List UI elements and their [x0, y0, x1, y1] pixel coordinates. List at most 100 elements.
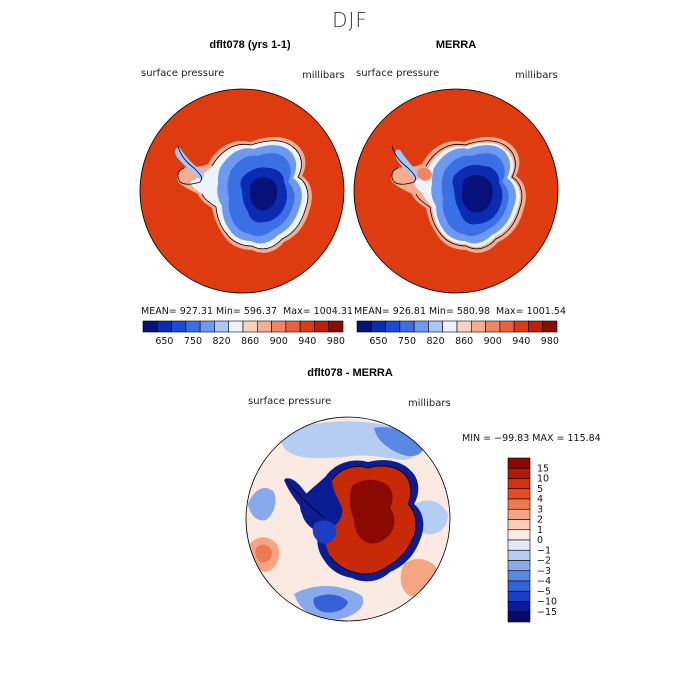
- colorbar-swatch: [542, 320, 558, 333]
- colorbar-swatch: [507, 590, 531, 602]
- antarctica-plateau-peak: [250, 177, 278, 211]
- antarctica-plateau-peak: [462, 175, 493, 213]
- colorbar-tick-label: −2: [537, 556, 551, 567]
- colorbar-swatch: [507, 488, 531, 500]
- colorbar-swatch: [171, 320, 187, 333]
- panel-3-minmax: MIN = −99.83 MAX = 115.84: [462, 433, 601, 444]
- colorbar-tick-label: −3: [537, 566, 551, 577]
- colorbar-tick-label: 4: [537, 494, 543, 505]
- colorbar-swatch: [507, 601, 531, 613]
- colorbar-swatch: [507, 611, 531, 623]
- panel-3-variable: surface pressure: [248, 396, 332, 407]
- colorbar-tick-label: 2: [537, 515, 543, 526]
- colorbar-tick-label: 860: [241, 336, 259, 346]
- negative-anomaly-ne: [374, 427, 424, 457]
- panel-1-mean: MEAN= 927.31: [141, 306, 214, 317]
- colorbar-swatch: [256, 320, 272, 333]
- colorbar-tick-label: 980: [327, 336, 345, 346]
- colorbar-swatch: [199, 320, 215, 333]
- map-border: [139, 88, 345, 294]
- colorbar-swatch: [528, 320, 544, 333]
- panel-2-min: Min= 580.98: [429, 306, 491, 317]
- panel-3-units: millibars: [408, 398, 451, 409]
- colorbar-swatch: [228, 320, 244, 333]
- negative-anomaly-south-core: [313, 594, 348, 613]
- colorbar-tick-label: 3: [537, 504, 543, 515]
- colorbar-tick-label: 650: [369, 336, 387, 346]
- colorbar-tick-label: 820: [213, 336, 231, 346]
- panel-1-max: Max= 1004.31: [283, 306, 353, 317]
- panel-2-units: millibars: [515, 70, 558, 81]
- colorbar-swatch: [370, 320, 386, 333]
- colorbar-swatch: [285, 320, 301, 333]
- colorbar-tick-label: −10: [537, 597, 557, 608]
- colorbar-tick-label: 5: [537, 484, 543, 495]
- colorbar-tick-label: 940: [512, 336, 530, 346]
- coastline: [391, 140, 523, 250]
- colorbar-swatch: [485, 320, 501, 333]
- colorbar-swatch: [507, 560, 531, 572]
- colorbar-swatch: [507, 467, 531, 479]
- colorbar-swatch: [507, 580, 531, 592]
- colorbar-swatch: [513, 320, 529, 333]
- panel-2-variable: surface pressure: [356, 68, 440, 79]
- colorbar-tick-label: 750: [184, 336, 202, 346]
- coastline: [285, 465, 417, 575]
- peninsula-warm-spot: [417, 167, 432, 181]
- colorbar-tick-label: 1: [537, 525, 543, 536]
- colorbar-tick-label: −1: [537, 545, 551, 556]
- antarctic-peninsula: [395, 149, 420, 180]
- colorbar-swatch: [314, 320, 330, 333]
- colorbar-swatch: [271, 320, 287, 333]
- ross-sea-anomaly: [312, 520, 337, 544]
- colorbar-swatch: [214, 320, 230, 333]
- colorbar-tick-label: −5: [537, 586, 551, 597]
- colorbar-tick-label: 0: [537, 535, 543, 546]
- colorbar-tick-label: 15: [537, 463, 549, 474]
- panel-1-variable: surface pressure: [141, 68, 225, 79]
- colorbar-tick-label: 980: [541, 336, 559, 346]
- season-title: DJF: [332, 8, 368, 32]
- colorbar-swatch: [456, 320, 472, 333]
- colorbar-tick-label: 10: [537, 474, 549, 485]
- positive-anomaly-sw-core: [255, 544, 272, 563]
- colorbar-tick-label: 900: [484, 336, 502, 346]
- colorbar-swatch: [507, 529, 531, 541]
- peninsula-negative: [284, 478, 327, 520]
- colorbar-swatch: [399, 320, 415, 333]
- colorbar-swatch: [185, 320, 201, 333]
- panel-2-colorbar: 6507508208609009409801020: [356, 320, 559, 346]
- colorbar-swatch: [507, 570, 531, 582]
- panel-1-colorbar: 6507508208609009409801020: [142, 320, 345, 346]
- panel-1-map: [139, 88, 345, 294]
- panel-1-title: dflt078 (yrs 1-1): [209, 39, 291, 51]
- negative-anomaly-west: [248, 488, 276, 521]
- colorbar-swatch: [356, 320, 372, 333]
- colorbar-swatch: [156, 320, 172, 333]
- map-border: [353, 88, 559, 294]
- colorbar-swatch: [385, 320, 401, 333]
- panel-3-title: dflt078 - MERRA: [307, 367, 393, 379]
- colorbar-swatch: [442, 320, 458, 333]
- panel-2-mean: MEAN= 926.81: [354, 306, 427, 317]
- panel-2-max: Max= 1001.54: [496, 306, 566, 317]
- colorbar-swatch: [428, 320, 444, 333]
- antarctica-anomaly-core: [349, 479, 395, 544]
- colorbar-swatch: [507, 539, 531, 551]
- map-border: [245, 416, 451, 622]
- colorbar-tick-label: −4: [537, 576, 551, 587]
- coastline: [177, 140, 309, 250]
- colorbar-swatch: [142, 320, 158, 333]
- colorbar-swatch: [499, 320, 515, 333]
- colorbar-swatch: [507, 498, 531, 510]
- colorbar-tick-label: 940: [298, 336, 316, 346]
- colorbar-tick-label: 900: [270, 336, 288, 346]
- colorbar-swatch: [507, 457, 531, 469]
- colorbar-swatch: [507, 519, 531, 531]
- panel-3-map: [245, 416, 451, 622]
- panel-2-map: [353, 88, 559, 294]
- panel-1-units: millibars: [302, 70, 345, 81]
- panel-2-title: MERRA: [435, 39, 477, 51]
- colorbar-swatch: [299, 320, 315, 333]
